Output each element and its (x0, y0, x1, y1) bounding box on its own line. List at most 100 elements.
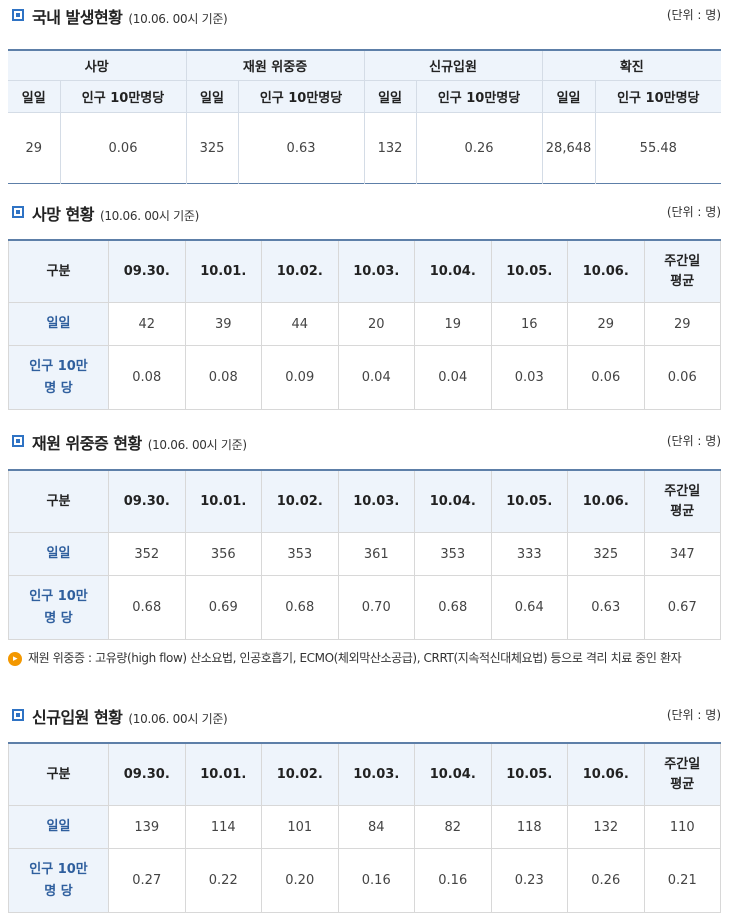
header-category: 구분 (8, 469, 109, 533)
section-title: 국내 발생현황 (10.06. 00시 기준) (32, 8, 228, 27)
table-cell: 347 (643, 532, 721, 576)
death-table: 구분 09.30. 10.01. 10.02. 10.03. 10.04. 10.05. 10… (8, 239, 721, 410)
table-cell: 0.16 (414, 848, 492, 913)
header-date: 10.04. (414, 239, 492, 303)
section-title: 신규입원 현황 (10.06. 00시 기준) (32, 708, 228, 727)
speaker-icon: ▸ (8, 652, 22, 666)
group-header-severe: 재원 위중증 (185, 50, 365, 81)
table-cell: 0.70 (337, 575, 415, 640)
section-subtitle: (10.06. 00시 기준) (147, 438, 247, 452)
header-date: 10.05. (490, 239, 568, 303)
table-cell: 0.04 (337, 345, 415, 410)
table-cell: 356 (184, 532, 262, 576)
header-date: 10.01. (184, 742, 262, 806)
header-date: 10.03. (337, 469, 415, 533)
table-cell: 0.68 (108, 575, 186, 640)
table-cell: 0.64 (490, 575, 568, 640)
table-cell: 19 (414, 302, 492, 346)
admit-section-header: 신규입원 현황 (10.06. 00시 기준) (단위 : 명) (10, 704, 721, 728)
table-cell: 0.16 (337, 848, 415, 913)
unit-label: (단위 : 명) (666, 8, 721, 22)
header-date: 10.05. (490, 742, 568, 806)
header-date: 10.06. (567, 742, 645, 806)
header-date: 10.03. (337, 742, 415, 806)
table-cell: 0.06 (567, 345, 645, 410)
section-title: 사망 현황 (10.06. 00시 기준) (32, 205, 200, 224)
table-cell: 0.06 (643, 345, 721, 410)
table-cell: 325 (567, 532, 645, 576)
table-cell: 325 (185, 112, 239, 184)
table-cell: 55.48 (594, 112, 722, 184)
table-cell: 44 (261, 302, 339, 346)
header-date: 10.06. (567, 239, 645, 303)
table-cell: 39 (184, 302, 262, 346)
table-cell: 101 (261, 805, 339, 849)
row-label-per100k: 인구 10만 명 당 (8, 848, 109, 913)
header-date: 10.02. (261, 239, 339, 303)
header-weekly-average: 주간일 평균 (643, 742, 721, 806)
table-cell: 0.26 (567, 848, 645, 913)
square-bullet-icon (12, 9, 24, 21)
summary-section-header: 국내 발생현황 (10.06. 00시 기준) (단위 : 명) (10, 4, 721, 28)
unit-label: (단위 : 명) (666, 434, 721, 448)
severe-section-header: 재원 위중증 현황 (10.06. 00시 기준) (단위 : 명) (10, 430, 721, 454)
table-cell: 0.68 (261, 575, 339, 640)
group-header-confirmed: 확진 (541, 50, 722, 81)
table-cell: 0.20 (261, 848, 339, 913)
table-cell: 82 (414, 805, 492, 849)
table-cell: 28,648 (541, 112, 596, 184)
header-weekly-average: 주간일 평균 (643, 239, 721, 303)
section-subtitle: (10.06. 00시 기준) (128, 712, 228, 726)
table-cell: 42 (108, 302, 186, 346)
sub-header-per100k: 인구 10만명당 (59, 80, 187, 113)
admit-table: 구분 09.30. 10.01. 10.02. 10.03. 10.04. 10.05. 10… (8, 742, 721, 913)
table-cell: 0.04 (414, 345, 492, 410)
row-label-per100k: 인구 10만 명 당 (8, 345, 109, 410)
sub-header-daily: 일일 (185, 80, 239, 113)
header-date: 10.03. (337, 239, 415, 303)
table-cell: 132 (363, 112, 417, 184)
header-date: 10.01. (184, 469, 262, 533)
group-header-death: 사망 (8, 50, 187, 81)
table-cell: 333 (490, 532, 568, 576)
severe-note: ▸ 재원 위중증 : 고유량(high flow) 산소요법, 인공호흡기, E… (8, 651, 721, 666)
header-weekly-average: 주간일 평균 (643, 469, 721, 533)
table-cell: 114 (184, 805, 262, 849)
table-cell: 110 (643, 805, 721, 849)
table-cell: 0.23 (490, 848, 568, 913)
header-date: 10.06. (567, 469, 645, 533)
table-cell: 0.69 (184, 575, 262, 640)
row-label-per100k: 인구 10만 명 당 (8, 575, 109, 640)
table-cell: 0.67 (643, 575, 721, 640)
header-date: 09.30. (108, 742, 186, 806)
table-cell: 29 (567, 302, 645, 346)
section-subtitle: (10.06. 00시 기준) (99, 209, 200, 223)
table-cell: 0.03 (490, 345, 568, 410)
header-category: 구분 (8, 742, 109, 806)
table-cell: 0.09 (261, 345, 339, 410)
header-date: 10.02. (261, 742, 339, 806)
sub-header-daily: 일일 (8, 80, 60, 113)
table-cell: 29 (643, 302, 721, 346)
table-cell: 0.06 (59, 112, 187, 184)
header-date: 09.30. (108, 239, 186, 303)
header-category: 구분 (8, 239, 109, 303)
table-cell: 139 (108, 805, 186, 849)
summary-table: 사망 재원 위중증 신규입원 확진 일일 인구 10만명당 일일 인구 10만명… (8, 49, 722, 184)
sub-header-daily: 일일 (541, 80, 596, 113)
table-cell: 0.21 (643, 848, 721, 913)
table-cell: 118 (490, 805, 568, 849)
square-bullet-icon (12, 206, 24, 218)
table-cell: 0.22 (184, 848, 262, 913)
section-subtitle: (10.06. 00시 기준) (128, 12, 228, 26)
row-label-daily: 일일 (8, 302, 109, 346)
sub-header-per100k: 인구 10만명당 (415, 80, 543, 113)
sub-header-per100k: 인구 10만명당 (594, 80, 722, 113)
table-cell: 0.08 (184, 345, 262, 410)
header-date: 10.04. (414, 742, 492, 806)
table-cell: 0.08 (108, 345, 186, 410)
square-bullet-icon (12, 435, 24, 447)
table-cell: 361 (337, 532, 415, 576)
header-date: 10.04. (414, 469, 492, 533)
section-title: 재원 위중증 현황 (10.06. 00시 기준) (32, 434, 247, 453)
